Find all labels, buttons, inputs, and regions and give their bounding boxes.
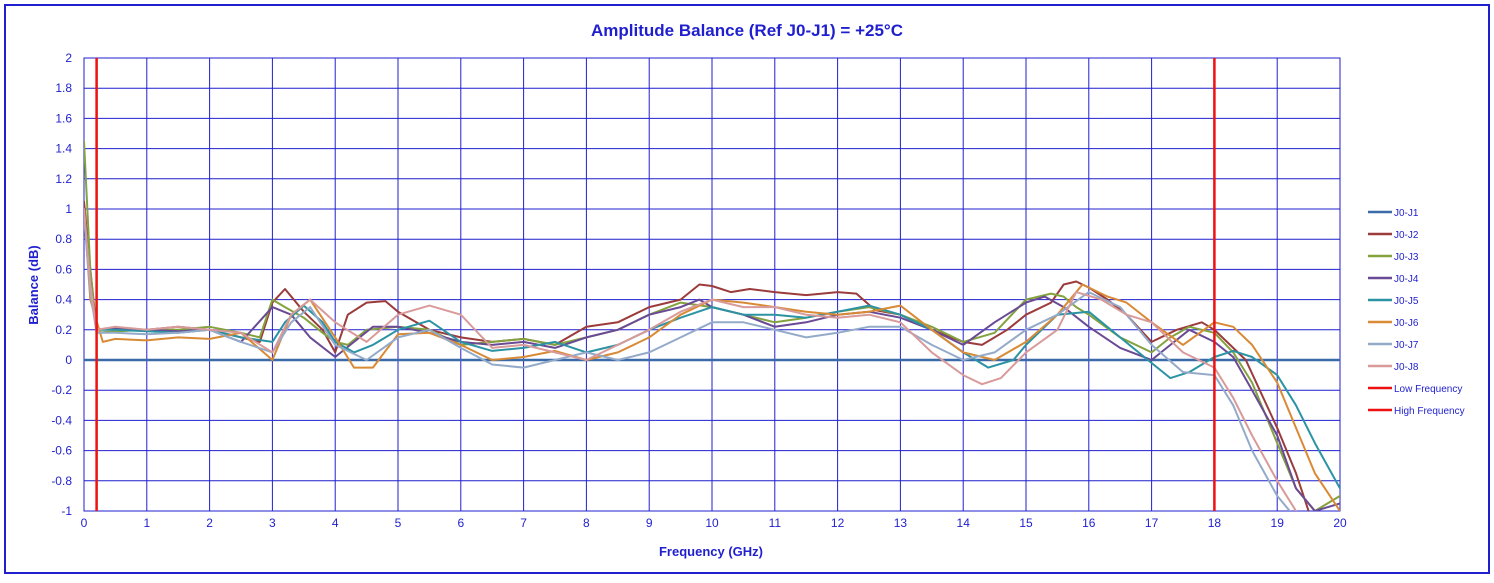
y-tick-label: -0.6 <box>51 444 72 458</box>
legend-label: J0-J7 <box>1394 340 1419 351</box>
series-lines <box>84 58 1340 511</box>
y-tick-label: -0.2 <box>51 383 72 397</box>
legend-item: J0-J3 <box>1368 252 1419 263</box>
legend-item: Low Frequency <box>1368 384 1462 395</box>
legend-item: J0-J8 <box>1368 362 1419 373</box>
legend: J0-J1 J0-J2 J0-J3 J0-J4 J0-J5 J0-J6 J0-J7 J0-J8… <box>1368 208 1465 417</box>
tick-labels: 0 1 2 3 4 5 6 7 8 9 10 11 12 13 14 15 16 17 18 19 20-1-0.8-0… <box>51 51 1347 530</box>
grid <box>83 57 1341 512</box>
series-line-j0-j2 <box>84 200 1310 511</box>
legend-item: High Frequency <box>1368 406 1465 417</box>
legend-label: High Frequency <box>1394 406 1465 417</box>
legend-label: J0-J1 <box>1394 208 1419 219</box>
legend-item: J0-J1 <box>1368 208 1419 219</box>
y-tick-label: 1.8 <box>55 81 72 95</box>
x-tick-label: 20 <box>1333 516 1347 530</box>
x-tick-label: 15 <box>1019 516 1033 530</box>
x-tick-label: 4 <box>332 516 339 530</box>
legend-item: J0-J2 <box>1368 230 1419 241</box>
x-tick-label: 3 <box>269 516 276 530</box>
y-tick-label: 1.4 <box>55 142 72 156</box>
legend-item: J0-J7 <box>1368 340 1419 351</box>
y-tick-label: 1 <box>65 202 72 216</box>
legend-label: J0-J4 <box>1394 274 1419 285</box>
series-line-j0-j8 <box>84 208 1297 511</box>
legend-label: J0-J6 <box>1394 318 1419 329</box>
x-tick-label: 6 <box>457 516 464 530</box>
x-tick-label: 0 <box>81 516 88 530</box>
y-tick-label: -1 <box>61 504 72 518</box>
y-tick-label: 0 <box>65 353 72 367</box>
x-tick-label: 7 <box>520 516 527 530</box>
y-tick-label: 0.6 <box>55 262 72 276</box>
y-tick-label: 1.2 <box>55 172 72 186</box>
y-tick-label: 1.6 <box>55 111 72 125</box>
chart-title: Amplitude Balance (Ref J0-J1) = +25°C <box>591 21 903 40</box>
x-tick-label: 12 <box>831 516 845 530</box>
y-tick-label: 2 <box>65 51 72 65</box>
x-tick-label: 18 <box>1208 516 1222 530</box>
x-tick-label: 9 <box>646 516 653 530</box>
legend-label: J0-J5 <box>1394 296 1419 307</box>
series-line-j0-j7 <box>84 215 1291 511</box>
x-tick-label: 13 <box>894 516 908 530</box>
legend-label: J0-J3 <box>1394 252 1419 263</box>
x-tick-label: 8 <box>583 516 590 530</box>
x-tick-label: 19 <box>1271 516 1285 530</box>
x-axis-label: Frequency (GHz) <box>659 544 763 559</box>
y-tick-label: 0.4 <box>55 293 72 307</box>
legend-label: J0-J8 <box>1394 362 1419 373</box>
legend-item: J0-J4 <box>1368 274 1419 285</box>
y-tick-label: -0.4 <box>51 413 72 427</box>
x-tick-label: 2 <box>206 516 213 530</box>
y-tick-label: -0.8 <box>51 474 72 488</box>
legend-label: Low Frequency <box>1394 384 1462 395</box>
x-tick-label: 5 <box>395 516 402 530</box>
x-tick-label: 14 <box>957 516 971 530</box>
legend-label: J0-J2 <box>1394 230 1419 241</box>
series-line-j0-j5 <box>84 208 1340 490</box>
y-tick-label: 0.8 <box>55 232 72 246</box>
legend-item: J0-J5 <box>1368 296 1419 307</box>
x-tick-label: 11 <box>769 516 782 530</box>
y-tick-label: 0.2 <box>55 323 72 337</box>
x-tick-label: 1 <box>143 516 150 530</box>
x-tick-label: 16 <box>1082 516 1096 530</box>
y-axis-label: Balance (dB) <box>26 245 41 324</box>
x-tick-label: 10 <box>705 516 719 530</box>
x-tick-label: 17 <box>1145 516 1159 530</box>
legend-item: J0-J6 <box>1368 318 1419 329</box>
